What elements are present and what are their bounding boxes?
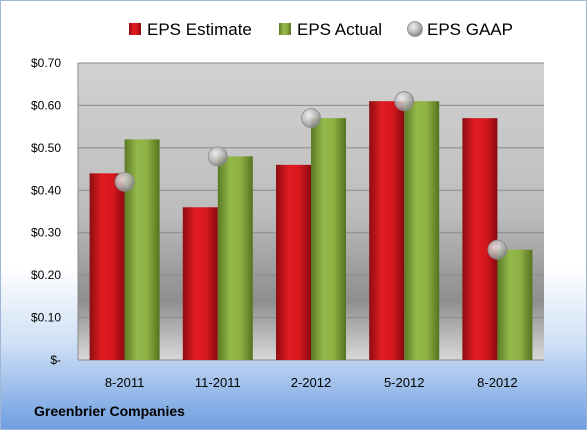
- y-tick-label: $0.40: [31, 183, 61, 197]
- estimate-bar: [462, 118, 498, 361]
- actual-bar: [124, 139, 160, 360]
- y-tick-label: $0.70: [31, 56, 61, 70]
- gaap-marker: [207, 146, 228, 167]
- x-axis-categories: 8-2011 11-2011 2-2012 5-2012 8-2012: [105, 375, 518, 390]
- x-category-label: 8-2011: [105, 375, 145, 390]
- estimate-bar: [89, 173, 125, 360]
- estimate-bar: [182, 207, 218, 360]
- y-tick-label: $0.50: [31, 141, 61, 155]
- legend-swatch: [279, 23, 291, 35]
- estimate-bar: [276, 164, 311, 360]
- gaap-marker: [394, 91, 415, 112]
- actual-bar: [217, 156, 253, 360]
- y-tick-label: $0.10: [31, 311, 61, 325]
- legend-swatch: [129, 23, 141, 35]
- actual-bar: [497, 249, 533, 360]
- gaap-marker: [114, 171, 135, 192]
- legend-label: EPS GAAP: [427, 20, 513, 39]
- legend-label: EPS Estimate: [147, 20, 252, 39]
- x-category-label: 5-2012: [384, 375, 424, 390]
- x-category-label: 2-2012: [291, 375, 331, 390]
- y-tick-label: $0.60: [31, 98, 61, 112]
- x-category-label: 11-2011: [195, 375, 241, 390]
- y-tick-label: $-: [50, 353, 61, 367]
- gaap-marker: [301, 108, 321, 129]
- estimate-bar: [369, 101, 405, 360]
- actual-bar: [311, 118, 346, 361]
- x-category-label: 8-2012: [477, 375, 517, 390]
- legend-swatch: [407, 21, 423, 37]
- bars: [89, 101, 533, 361]
- legend: EPS Estimate EPS Actual EPS GAAP: [129, 20, 513, 39]
- gaap-marker: [487, 239, 508, 260]
- y-axis-ticks: $- $0.10 $0.20 $0.30 $0.40 $0.50 $0.60 $0.70: [31, 56, 61, 367]
- legend-label: EPS Actual: [297, 20, 382, 39]
- y-tick-label: $0.30: [31, 226, 61, 240]
- company-name: Greenbrier Companies: [34, 403, 185, 419]
- gaap-markers: [114, 91, 508, 260]
- actual-bar: [404, 101, 440, 360]
- y-tick-label: $0.20: [31, 268, 61, 282]
